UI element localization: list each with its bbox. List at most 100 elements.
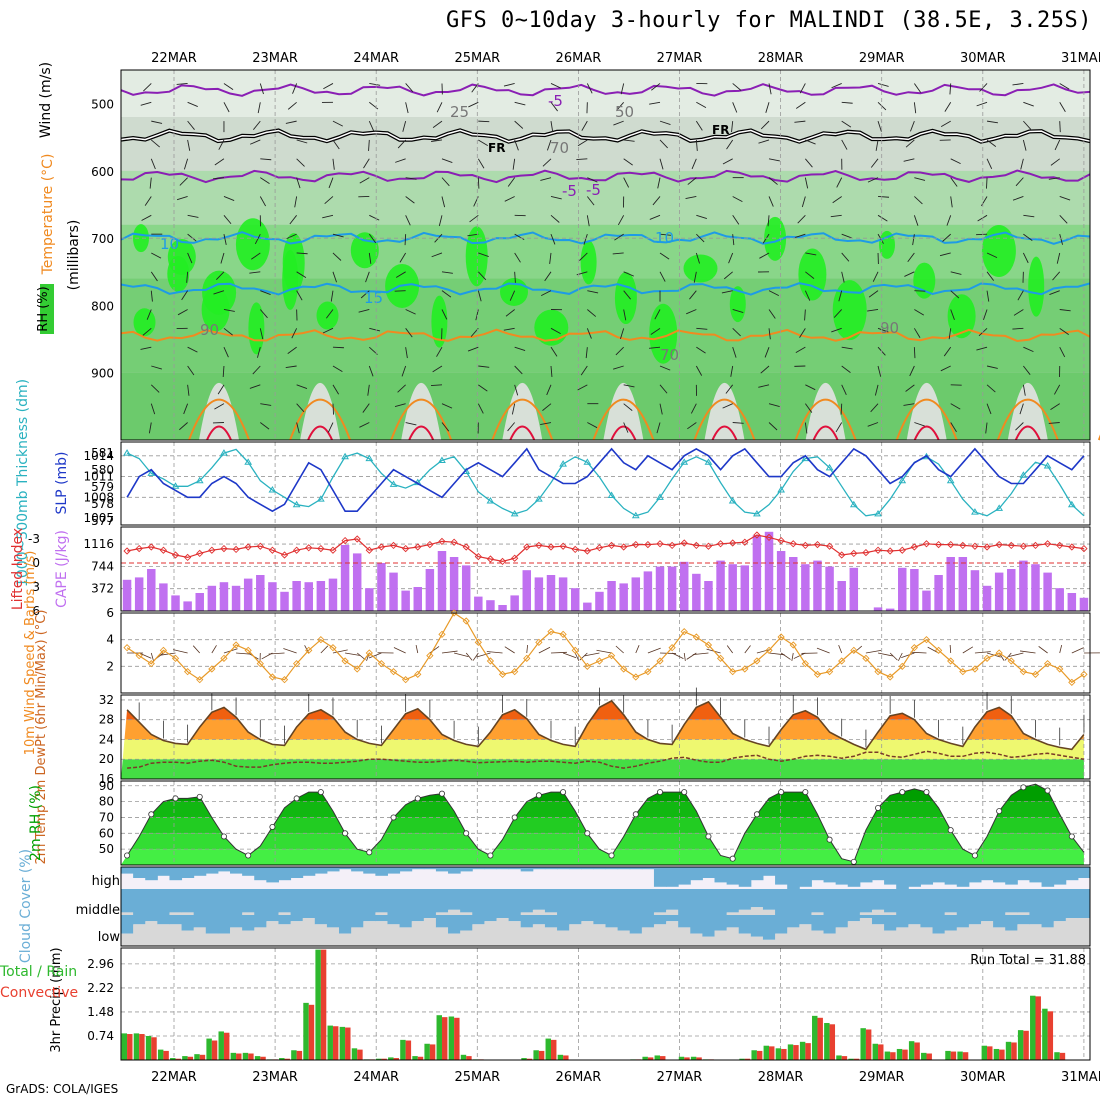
wind-barb (799, 83, 806, 94)
cloud-bar-middle (908, 889, 921, 915)
cloud-bar-middle (1077, 889, 1091, 915)
precip-convective-bar (853, 1058, 860, 1060)
wind-barb (150, 158, 156, 170)
y-tick-slp: 1005 (83, 511, 114, 525)
wind-speed-marker (159, 646, 168, 654)
cloud-gap-middle (278, 912, 292, 915)
date-label-top: 22MAR (151, 51, 197, 66)
wind-barb (659, 271, 666, 282)
precip-total-bar (460, 1054, 467, 1060)
cloud-bar-middle (302, 889, 316, 915)
wind-barb (841, 384, 847, 395)
rh-marker (778, 789, 785, 796)
cloud-bar-high (1065, 867, 1079, 881)
y-tick-rh: 90 (99, 779, 114, 793)
wind-speed-marker (1080, 670, 1088, 678)
wind-barb (287, 101, 297, 110)
wind-barb (695, 120, 703, 131)
wind-barb (324, 196, 334, 205)
wind-barb (950, 271, 962, 275)
cloud-bar-high (799, 867, 812, 887)
wind-barb (183, 158, 189, 170)
cloud-gap-middle (859, 912, 873, 915)
wind-barb (140, 346, 152, 350)
precip-total-bar (678, 1056, 685, 1060)
wind-speed-marker (329, 644, 337, 652)
y-tick-thickness: 577 (91, 514, 114, 528)
wind-barb (540, 177, 552, 181)
wind-barb (296, 158, 305, 167)
wind-barb (732, 234, 735, 246)
precip-convective-bar (902, 1049, 908, 1060)
cloud-bar-middle (641, 889, 655, 915)
footer-credit: GrADS: COLA/IGES (6, 1082, 119, 1096)
wind-speed-marker (874, 668, 882, 676)
cloud-bar-middle (121, 889, 134, 913)
wind-barb (732, 328, 741, 337)
wind-barb (394, 290, 406, 292)
wind-speed-marker (680, 628, 688, 636)
wind-barb (1059, 121, 1061, 133)
wind-speed-marker (183, 668, 192, 676)
wind-barb (1013, 309, 1024, 316)
rh-marker (802, 789, 809, 796)
y-tick-pressure: 500 (91, 98, 114, 112)
temp-contour--5 (120, 169, 1091, 184)
precip-total-bar (557, 1054, 564, 1060)
cloud-bar-low (544, 915, 558, 928)
cloud-bar-low (375, 915, 388, 922)
temp-contour-25 (693, 398, 756, 441)
wind-barb (940, 120, 951, 128)
cloud-bar-high (448, 867, 461, 874)
wind-barb (367, 384, 370, 396)
wind-barb (877, 83, 889, 87)
wind-barb (950, 309, 955, 320)
wind-barb (151, 120, 163, 124)
wind-speed-marker (280, 676, 289, 684)
cloud-bar-low (133, 915, 146, 925)
wind-barb-10m (726, 645, 734, 654)
wind-speed-marker (753, 657, 761, 665)
y-tick-slp: 1014 (83, 449, 114, 463)
precip-convective-bar (308, 1004, 315, 1060)
y-tick-thickness: 578 (91, 497, 114, 511)
panel-bg (121, 527, 1090, 611)
lifted-index-marker (147, 543, 155, 551)
wind-barb-10m (768, 652, 785, 656)
rh-cell (465, 226, 488, 287)
cape-bar (365, 588, 374, 611)
cloud-gap-low (993, 927, 1006, 946)
wind-barb (151, 252, 162, 259)
temp-contour-30 (812, 425, 839, 441)
wind-barb (986, 139, 997, 147)
wind-barb (767, 215, 770, 227)
lifted-index-marker (1080, 544, 1088, 553)
wind-speed-marker (523, 654, 531, 662)
wind-speed-marker (450, 609, 458, 617)
cloud-bar-middle (532, 889, 546, 910)
date-label-top: 30MAR (960, 51, 1006, 66)
wind-barb (872, 271, 879, 282)
cloud-gap-low (266, 921, 279, 946)
cape-bar (316, 581, 326, 611)
wind-speed-marker (947, 657, 955, 665)
cloud-gap-low (181, 930, 195, 946)
wind-barb (223, 196, 235, 202)
wind-barb (142, 327, 152, 336)
lifted-index-marker (595, 544, 604, 552)
wind-barb (914, 309, 925, 316)
precip-total-bar (242, 1052, 249, 1060)
lifted-index-marker (947, 540, 955, 549)
cloud-bar-middle (278, 889, 292, 913)
precip-total-bar (787, 1044, 794, 1060)
wind-barb (405, 83, 414, 93)
wind-barb (841, 365, 851, 373)
wind-barb (986, 384, 996, 393)
precip-total-bar (327, 1025, 333, 1060)
cloud-gap-low (326, 927, 340, 946)
lifted-index-marker (898, 546, 906, 554)
wind-barb (546, 139, 552, 151)
wind-barb-10m (877, 652, 893, 657)
precip-total-bar (254, 1056, 261, 1060)
precip-total-bar (860, 1028, 866, 1060)
